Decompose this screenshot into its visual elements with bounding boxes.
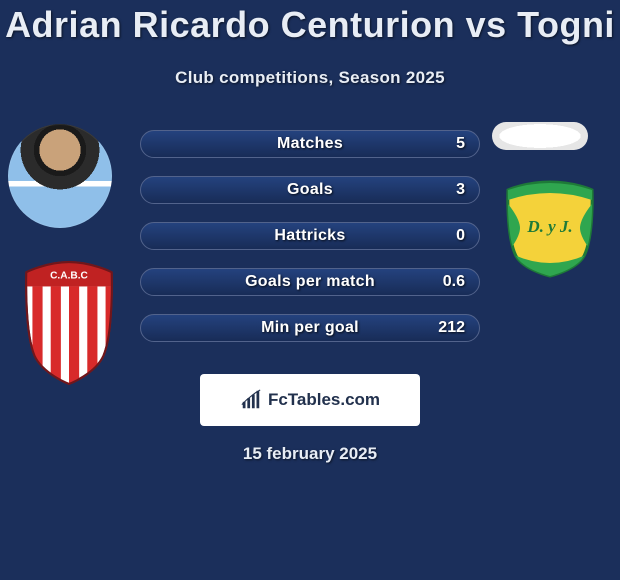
stat-row-goals-per-match: Goals per match 0.6 — [140, 268, 480, 296]
page-title: Adrian Ricardo Centurion vs Togni — [0, 4, 620, 46]
subtitle: Club competitions, Season 2025 — [0, 68, 620, 88]
stat-row-min-per-goal: Min per goal 212 — [140, 314, 480, 342]
stat-value: 0 — [456, 227, 465, 245]
stat-value: 5 — [456, 135, 465, 153]
player-centurion-photo — [8, 124, 112, 228]
credit-text: FcTables.com — [268, 390, 380, 410]
club1-initials: C.A.B.C — [50, 270, 88, 281]
club2-initials: D. y J. — [526, 217, 572, 236]
stat-label: Matches — [277, 135, 343, 153]
barracas-central-badge: C.A.B.C — [18, 258, 120, 386]
defensa-y-justicia-badge: D. y J. — [500, 178, 600, 278]
stat-label: Min per goal — [261, 319, 359, 337]
stat-row-goals: Goals 3 — [140, 176, 480, 204]
comparison-card: Adrian Ricardo Centurion vs Togni Club c… — [0, 0, 620, 580]
stat-row-matches: Matches 5 — [140, 130, 480, 158]
stat-row-hattricks: Hattricks 0 — [140, 222, 480, 250]
stat-label: Goals — [287, 181, 333, 199]
stat-value: 0.6 — [443, 273, 465, 291]
date-text: 15 february 2025 — [0, 444, 620, 464]
player-togni-photo — [492, 122, 588, 150]
stat-value: 212 — [438, 319, 465, 337]
stat-value: 3 — [456, 181, 465, 199]
credit-badge: FcTables.com — [200, 374, 420, 426]
chart-icon — [240, 389, 262, 411]
stat-label: Hattricks — [274, 227, 345, 245]
stat-label: Goals per match — [245, 273, 375, 291]
